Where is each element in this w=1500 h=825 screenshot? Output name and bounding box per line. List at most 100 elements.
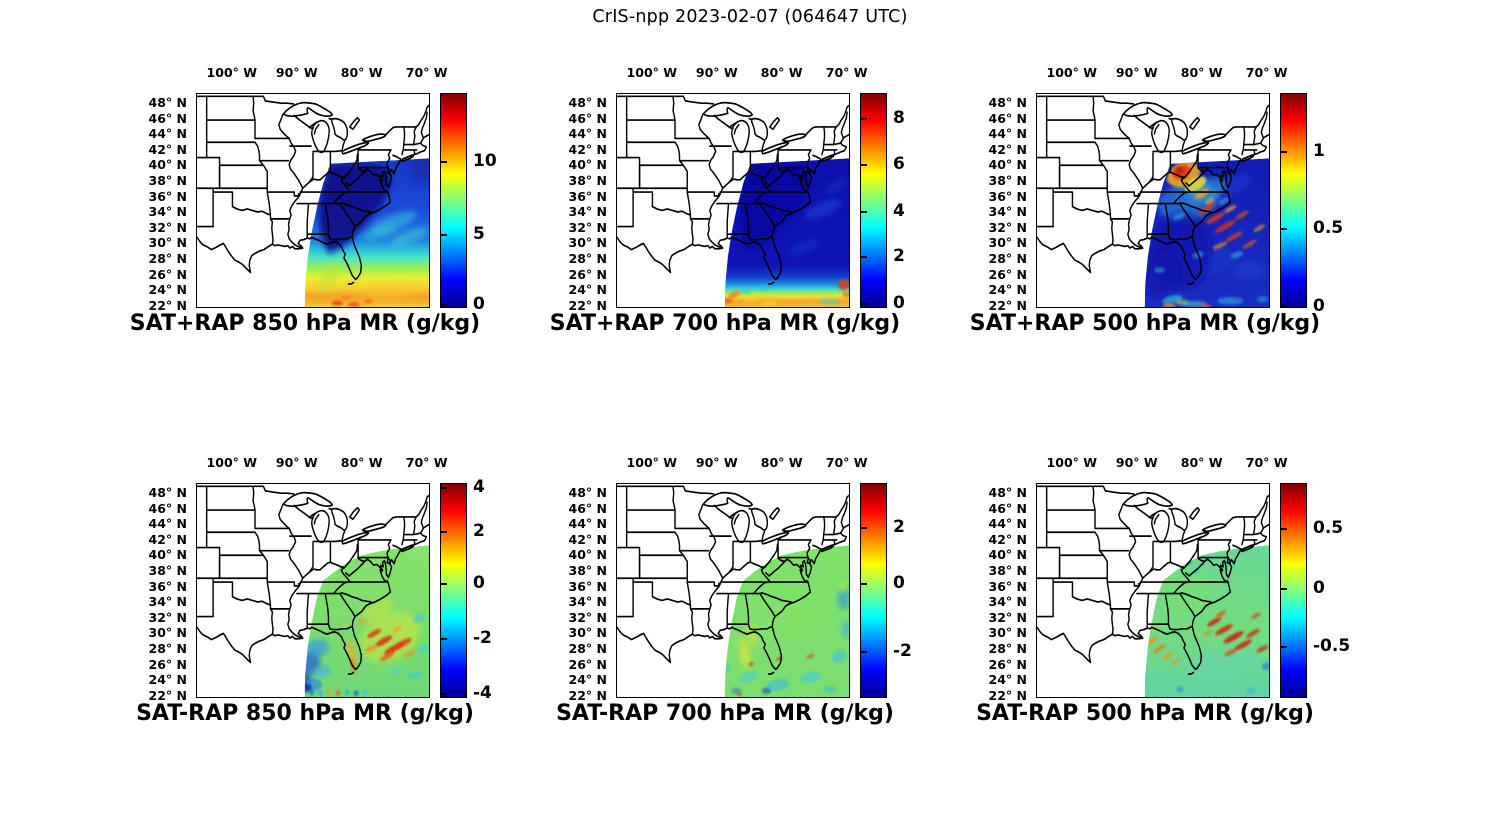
swath-data-blob — [1215, 610, 1226, 618]
colorbar-tick-mark — [441, 583, 447, 585]
colorbar-tick-mark — [441, 234, 447, 236]
x-tick-label: 70° W — [405, 65, 448, 80]
y-tick-label: 22° N — [568, 687, 607, 703]
swath-data-blob — [1234, 210, 1249, 220]
x-tick-label: 100° W — [1046, 455, 1098, 470]
colorbar-tick-label: 0 — [473, 573, 485, 593]
swath-data-blob — [1242, 239, 1257, 249]
y-tick-label: 30° N — [148, 625, 187, 641]
swath-data-blob — [286, 660, 301, 675]
colorbar-tick-mark — [861, 650, 867, 653]
colorbar-tick-mark — [861, 164, 867, 166]
y-tick-label: 46° N — [988, 110, 1027, 126]
figure-title: CrIS-npp 2023-02-07 (064647 UTC) — [592, 7, 908, 27]
y-tick-label: 32° N — [568, 219, 607, 235]
swath-data-blob — [364, 645, 378, 653]
map-plot-area — [1036, 93, 1270, 308]
y-tick-label: 40° N — [988, 157, 1027, 173]
colorbar-tick-label: 1 — [1313, 141, 1325, 162]
swath-data-blob — [801, 301, 820, 307]
y-tick-label: 34° N — [148, 204, 187, 220]
y-tick-label: 26° N — [988, 656, 1027, 672]
y-tick-label: 48° N — [148, 485, 187, 501]
swath-data-blob — [762, 687, 772, 694]
x-tick-label: 80° W — [340, 455, 383, 470]
swath-data-blob — [1162, 303, 1176, 307]
swath-data-blob — [361, 598, 393, 623]
y-tick-label: 46° N — [148, 500, 187, 516]
colorbar — [440, 93, 467, 308]
colorbar — [860, 483, 887, 698]
swath-data-blob — [392, 626, 402, 633]
colorbar-tick-mark — [1281, 151, 1287, 154]
panel-title: SAT-RAP 500 hPa MR (g/kg) — [976, 701, 1314, 726]
x-tick-label: 100° W — [626, 65, 678, 80]
y-tick-label: 32° N — [988, 609, 1027, 625]
swath-data-blob — [1159, 568, 1211, 615]
map-plot-area — [616, 93, 850, 308]
colorbar-gradient — [861, 94, 886, 307]
swath-data-blob — [1154, 267, 1165, 274]
x-tick-label: 70° W — [825, 65, 868, 80]
y-tick-label: 38° N — [568, 173, 607, 188]
swath-data-blob — [1153, 644, 1166, 654]
swath-data-blob — [1215, 624, 1233, 636]
satellite-swath-layer — [1037, 485, 1269, 697]
swath-data-blob — [724, 298, 733, 304]
y-tick-label: 30° N — [148, 235, 187, 251]
colorbar-tick-mark — [861, 117, 867, 120]
swath-data-blob — [1144, 674, 1148, 681]
y-tick-label: 24° N — [148, 672, 187, 688]
x-tick-label: 80° W — [760, 455, 803, 470]
swath-data-blob — [380, 651, 395, 661]
swath-data-blob — [789, 239, 819, 255]
colorbar-tick-mark — [441, 303, 447, 306]
x-tick-label: 70° W — [825, 455, 868, 470]
swath-data-blob — [390, 668, 404, 676]
swath-data-blob — [327, 689, 333, 696]
colorbar-tick-label: -2 — [473, 628, 492, 648]
y-tick-label: 40° N — [568, 547, 607, 563]
swath-data-blob — [728, 290, 741, 299]
y-tick-label: 34° N — [148, 594, 187, 610]
colorbar-tick-mark — [1281, 306, 1287, 309]
y-tick-label: 36° N — [148, 188, 187, 204]
swath-data-blob — [1212, 241, 1228, 250]
y-tick-label: 22° N — [148, 687, 187, 703]
swath-data-blob — [1206, 212, 1225, 224]
panel-title: SAT+RAP 500 hPa MR (g/kg) — [969, 311, 1321, 336]
y-tick-label: 40° N — [148, 157, 187, 173]
colorbar-tick-label: 5 — [473, 224, 485, 244]
map-plot-area — [196, 93, 430, 308]
swath-data-blob — [313, 665, 332, 679]
swath-data-blob — [356, 618, 367, 626]
swath-data-blob — [1144, 251, 1179, 298]
swath-data-blob — [758, 283, 772, 291]
y-tick-label: 42° N — [568, 531, 607, 547]
swath-data-blob — [1245, 628, 1260, 638]
y-tick-label: 46° N — [568, 110, 607, 126]
y-tick-label: 44° N — [148, 516, 187, 532]
y-tick-label: 22° N — [568, 297, 607, 313]
panel-title: SAT+RAP 700 hPa MR (g/kg) — [549, 311, 901, 336]
swath-data-blob — [375, 635, 393, 647]
map-plot-area — [1036, 483, 1270, 698]
colorbar-gradient — [441, 484, 466, 697]
colorbar-tick-label: 4 — [893, 201, 905, 221]
swath-data-blob — [344, 689, 350, 696]
y-tick-label: 30° N — [988, 625, 1027, 641]
panel-sat-minus-rap-700: 100° W 90° W 80° W 70° W 48° N 46° N 44° N 42° … — [541, 445, 961, 750]
x-tick-label: 90° W — [1115, 455, 1158, 470]
x-tick-label: 90° W — [275, 65, 318, 80]
y-tick-label: 38° N — [148, 563, 187, 578]
colorbar — [1280, 93, 1307, 308]
swath-data-blob — [1146, 636, 1158, 646]
swath-data-blob — [1223, 631, 1244, 644]
swath-data-blob — [413, 613, 426, 623]
swath-data-blob — [800, 671, 821, 683]
y-tick-label: 22° N — [988, 297, 1027, 313]
colorbar-tick-label: 0 — [1313, 577, 1325, 598]
panel-title: SAT-RAP 700 hPa MR (g/kg) — [556, 701, 894, 726]
swath-data-blob — [353, 690, 359, 696]
swath-data-blob — [1204, 197, 1215, 206]
